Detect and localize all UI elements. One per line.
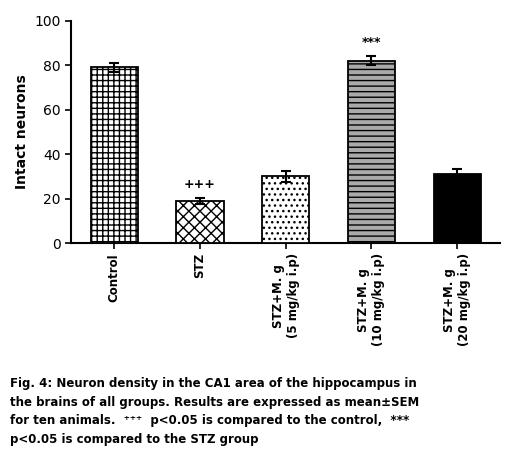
Bar [434,174,480,243]
Text: +++: +++ [184,178,216,191]
Bar [91,67,138,243]
Text: Fig. 4: Neuron density in the CA1 area of the hippocampus in: Fig. 4: Neuron density in the CA1 area o… [10,377,417,390]
Bar [348,61,395,243]
Text: ***: *** [362,37,381,50]
Text: p<0.05 is compared to the STZ group: p<0.05 is compared to the STZ group [10,433,259,446]
Text: for ten animals.  ⁺⁺⁺  p<0.05 is compared to the control,  ***: for ten animals. ⁺⁺⁺ p<0.05 is compared … [10,414,409,427]
Bar [262,176,309,243]
Bar [176,201,224,243]
Text: the brains of all groups. Results are expressed as mean±SEM: the brains of all groups. Results are ex… [10,396,420,409]
Y-axis label: Intact neurons: Intact neurons [15,75,29,189]
